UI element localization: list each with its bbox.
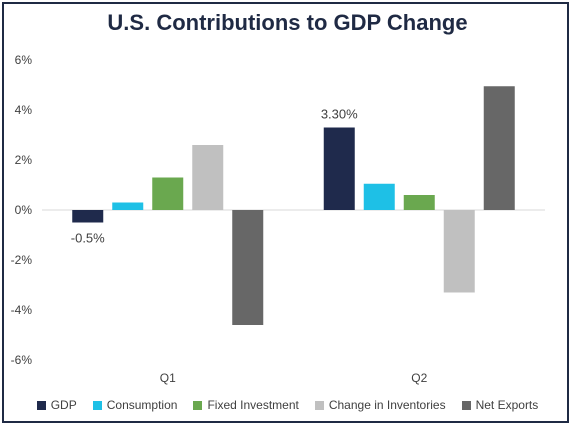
legend-swatch (461, 400, 471, 410)
y-tick-label: 4% (15, 103, 33, 117)
data-label: 3.30% (321, 107, 358, 122)
legend-item: Fixed Investment (193, 398, 299, 412)
bar-consumption-q1 (112, 202, 144, 210)
legend-swatch (193, 400, 203, 410)
bar-fixed-investment-q2 (403, 195, 435, 210)
chart-title: U.S. Contributions to GDP Change (107, 10, 468, 35)
y-tick-label: -2% (11, 253, 33, 267)
y-tick-label: 0% (15, 203, 33, 217)
bar-net-exports-q1 (232, 210, 264, 325)
legend-label: Change in Inventories (328, 398, 446, 412)
y-tick-label: -6% (11, 353, 33, 367)
legend-label: Consumption (106, 398, 178, 412)
y-tick-label: 2% (15, 153, 33, 167)
legend-label: GDP (50, 398, 77, 412)
legend-item: Change in Inventories (314, 398, 446, 412)
y-tick-label: 6% (15, 53, 33, 67)
legend-item: GDP (36, 398, 77, 412)
x-category-label: Q1 (160, 371, 176, 385)
bar-change-in-inventories-q1 (192, 145, 224, 210)
legend-swatch (314, 400, 324, 410)
legend-swatch (36, 400, 46, 410)
bar-gdp-q1 (72, 210, 104, 223)
legend-label: Fixed Investment (207, 398, 299, 412)
legend-label: Net Exports (475, 398, 539, 412)
y-tick-label: -4% (11, 303, 33, 317)
legend-item: Net Exports (461, 398, 539, 412)
bar-gdp-q2 (323, 127, 355, 210)
chart-legend: GDP Consumption Fixed Investment Change in … (0, 398, 575, 412)
bar-change-in-inventories-q2 (443, 210, 475, 293)
legend-swatch (92, 400, 102, 410)
bar-net-exports-q2 (483, 86, 515, 210)
bar-fixed-investment-q1 (152, 177, 184, 210)
x-category-label: Q2 (411, 371, 427, 385)
bar-consumption-q2 (363, 183, 395, 210)
data-label: -0.5% (71, 231, 105, 246)
legend-item: Consumption (92, 398, 178, 412)
